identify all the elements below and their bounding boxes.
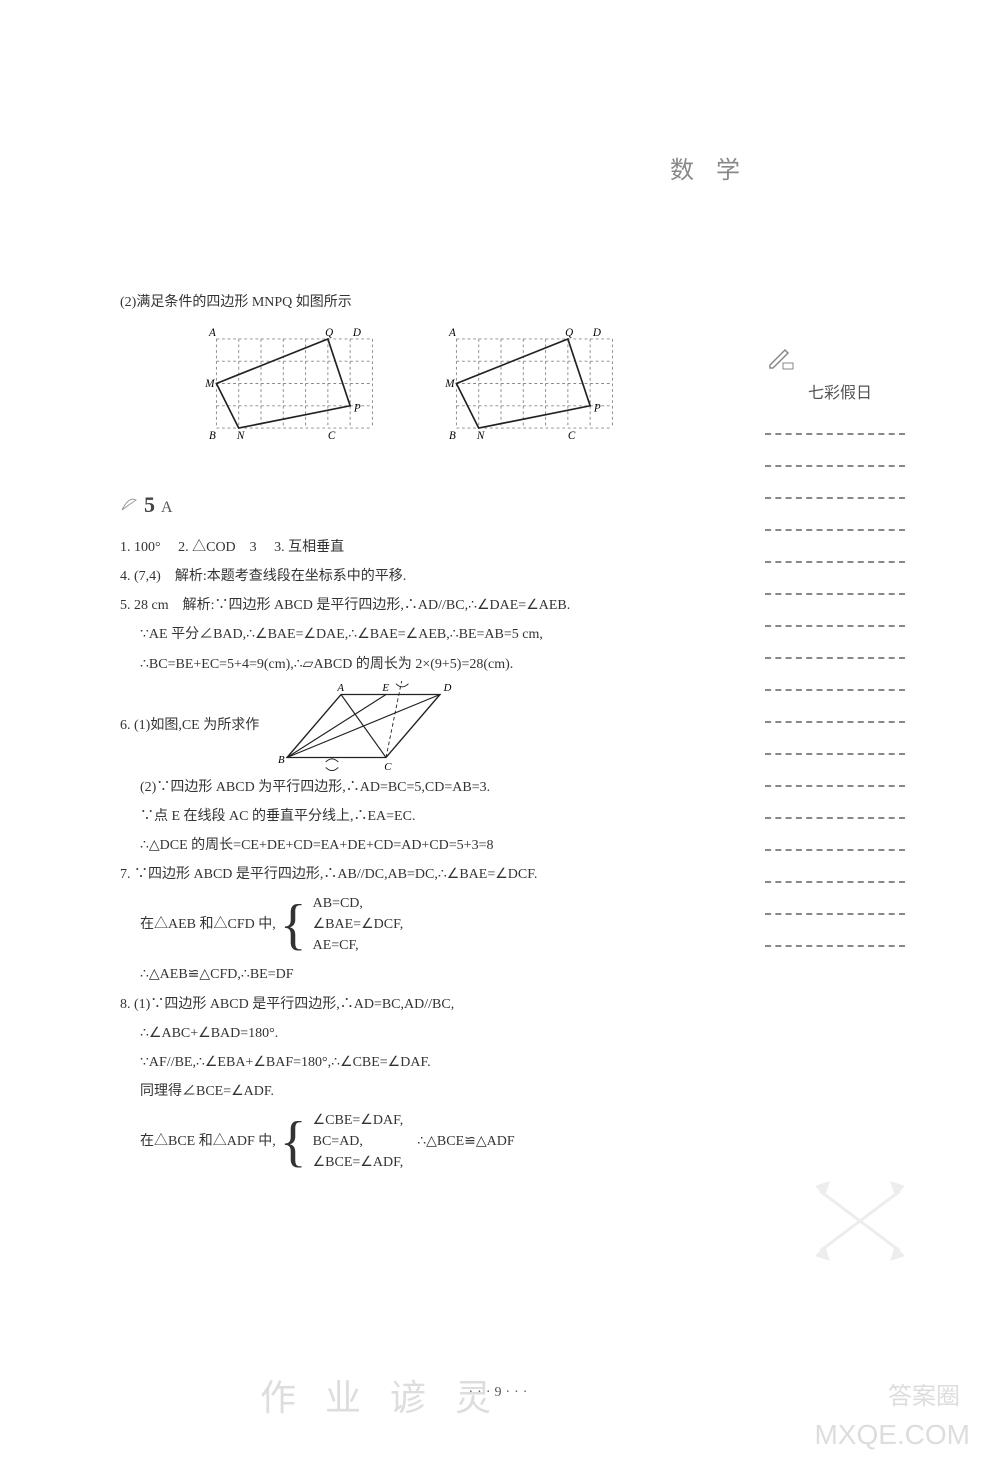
answer-3: 3. 互相垂直 (274, 540, 344, 555)
sidebar: 七彩假日 (765, 340, 915, 977)
answer-5-l3: ∴BC=BE+EC=5+4=9(cm),∴▱ABCD 的周长为 2×(9+5)=… (140, 652, 720, 677)
brace-7-label: 在△AEB 和△CFD 中, (140, 912, 276, 937)
svg-text:C: C (568, 430, 576, 442)
answer-8-l2: ∴∠ABC+∠BAD=180°. (140, 1021, 720, 1046)
svg-text:B: B (209, 430, 216, 442)
sidebar-label: 七彩假日 (765, 379, 915, 403)
svg-text:P: P (593, 403, 601, 415)
left-brace-icon: { (280, 897, 307, 953)
brace-8-items: ∠CBE=∠DAF,BC=AD,∠BCE=∠ADF, (313, 1110, 404, 1173)
brace-8-label: 在△BCE 和△ADF 中, (140, 1129, 276, 1154)
answer-8-l4: 同理得∠BCE=∠ADF. (140, 1079, 720, 1104)
svg-text:D: D (352, 327, 361, 339)
svg-text:D: D (592, 327, 601, 339)
answer-6-l2: (2)∵四边形 ABCD 为平行四边形,∴AD=BC=5,CD=AB=3. (140, 775, 720, 800)
answer-6-l3: ∵点 E 在线段 AC 的垂直平分线上,∴EA=EC. (140, 804, 720, 829)
grid-diagram-left: A Q D M P B N C (200, 325, 400, 455)
answer-7-l3: ∴△AEB≌△CFD,∴BE=DF (140, 962, 720, 987)
answer-8-l1: 8. (1)∵四边形 ABCD 是平行四边形,∴AD=BC,AD//BC, (120, 992, 720, 1017)
svg-text:N: N (476, 430, 485, 442)
answer-6-l4: ∴△DCE 的周长=CE+DE+CD=EA+DE+CD=AD+CD=5+3=8 (140, 833, 720, 858)
sidebar-lines (765, 433, 915, 947)
svg-text:N: N (236, 430, 245, 442)
answer-8-l3: ∵AF//BE,∴∠EBA+∠BAF=180°,∴∠CBE=∠DAF. (140, 1050, 720, 1075)
svg-text:B: B (278, 754, 285, 766)
svg-text:A: A (208, 327, 216, 339)
intro-text: (2)满足条件的四边形 MNPQ 如图所示 (120, 290, 720, 315)
answer-4: 4. (7,4) 解析:本题考查线段在坐标系中的平移. (120, 564, 720, 589)
section-number: 5 (144, 485, 155, 525)
svg-text:A: A (336, 682, 344, 694)
brace-7-items: AB=CD,∠BAE=∠DCF,AE=CF, (313, 893, 404, 956)
answer-7-l1: 7. ∵四边形 ABCD 是平行四边形,∴AB//DC,AB=DC,∴∠BAE=… (120, 862, 720, 887)
answer-6-l1: 6. (1)如图,CE 为所求作 A D B C E (120, 681, 720, 771)
svg-text:C: C (384, 761, 392, 771)
svg-text:D: D (442, 682, 451, 694)
svg-text:B: B (449, 430, 456, 442)
rhombus-diagram: A D B C E (273, 681, 463, 771)
svg-text:P: P (353, 403, 361, 415)
svg-text:Q: Q (565, 327, 573, 339)
page-header: 数 学 (520, 80, 920, 220)
answer-2: 2. △COD 3 (178, 540, 257, 555)
svg-text:Q: Q (325, 327, 333, 339)
answer-1: 1. 100° (120, 540, 161, 555)
leaf-icon (120, 494, 138, 512)
brace-8-after: ∴△BCE≌△ADF (417, 1129, 514, 1154)
subject-title: 数 学 (670, 150, 748, 185)
answer-7-brace: 在△AEB 和△CFD 中, { AB=CD,∠BAE=∠DCF,AE=CF, (140, 893, 720, 956)
quad-diagrams: A Q D M P B N C A Q D M P B N C (120, 325, 720, 455)
watermark-right: MXQE.COM (814, 1419, 970, 1451)
svg-text:M: M (444, 378, 455, 390)
watermark-right2: 答案圈 (888, 1376, 960, 1411)
answer-6-l1-text: 6. (1)如图,CE 为所求作 (120, 718, 259, 733)
svg-text:C: C (328, 430, 336, 442)
main-content: (2)满足条件的四边形 MNPQ 如图所示 A Q D M P B N C A Q D M P B N C … (120, 290, 720, 1179)
answer-8-brace: 在△BCE 和△ADF 中, { ∠CBE=∠DAF,BC=AD,∠BCE=∠A… (140, 1110, 720, 1173)
pencil-icon (765, 340, 795, 370)
svg-text:E: E (381, 682, 389, 694)
section-letter: A (161, 494, 173, 523)
answer-5-l1: 5. 28 cm 解析:∵四边形 ABCD 是平行四边形,∴AD//BC,∴∠D… (120, 593, 720, 618)
windmill-icon (800, 1171, 920, 1271)
section-badge: 5 A (120, 485, 173, 525)
left-brace-icon: { (280, 1114, 307, 1170)
svg-text:M: M (204, 378, 215, 390)
grid-diagram-right: A Q D M P B N C (440, 325, 640, 455)
answer-1-3: 1. 100° 2. △COD 3 3. 互相垂直 (120, 535, 720, 560)
svg-text:A: A (448, 327, 456, 339)
watermark-left: 作 业 谚 灵 (260, 1369, 501, 1421)
answer-5-l2: ∵AE 平分∠BAD,∴∠BAE=∠DAE,∴∠BAE=∠AEB,∴BE=AB=… (140, 622, 720, 647)
